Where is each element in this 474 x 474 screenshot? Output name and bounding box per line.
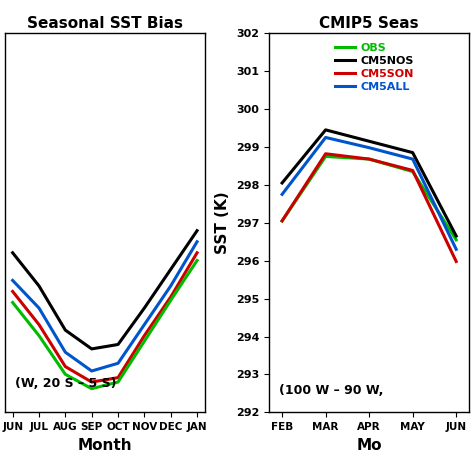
Title: CMIP5 Seas: CMIP5 Seas (319, 16, 419, 31)
Title: Seasonal SST Bias: Seasonal SST Bias (27, 16, 183, 31)
Text: (W, 20 S – 5 S): (W, 20 S – 5 S) (15, 377, 116, 390)
Y-axis label: SST (K): SST (K) (215, 191, 230, 254)
X-axis label: Mo: Mo (356, 438, 382, 453)
X-axis label: Month: Month (78, 438, 132, 453)
Legend: OBS, CM5NOS, CM5SON, CM5ALL: OBS, CM5NOS, CM5SON, CM5ALL (331, 39, 419, 96)
Text: (100 W – 90 W,: (100 W – 90 W, (279, 384, 383, 397)
